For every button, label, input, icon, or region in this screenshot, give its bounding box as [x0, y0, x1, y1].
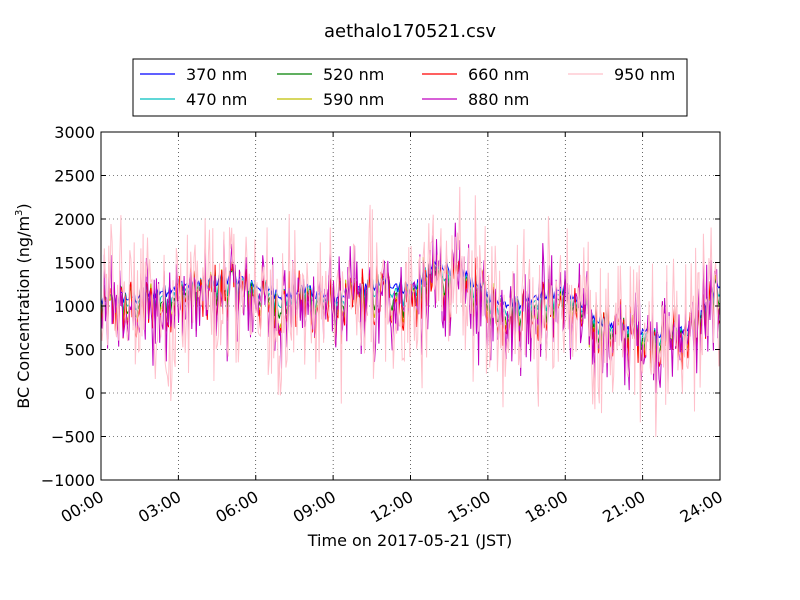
legend-label: 590 nm [323, 90, 384, 109]
legend-label: 660 nm [468, 65, 529, 84]
x-axis-label: Time on 2017-05-21 (JST) [307, 531, 512, 550]
series-lines [101, 186, 720, 438]
y-tick-label: −1000 [41, 471, 95, 490]
y-axis-label-tail: ) [14, 203, 33, 209]
legend-label: 470 nm [186, 90, 247, 109]
y-axis-label-superscript: 3 [14, 210, 25, 216]
legend-label: 370 nm [186, 65, 247, 84]
y-tick-label: 500 [64, 341, 95, 360]
chart-legend: 370 nm 470 nm 520 nm 590 nm 660 nm 880 nm 950 … [132, 58, 688, 117]
legend-label: 950 nm [614, 65, 675, 84]
y-tick-label: 1500 [54, 254, 95, 273]
legend-label: 520 nm [323, 65, 384, 84]
series-line [101, 186, 720, 438]
y-tick-label: 0 [85, 384, 95, 403]
chart-title: aethalo170521.csv [324, 21, 496, 42]
series-group [101, 186, 720, 438]
y-axis-label: BC Concentration (ng/m3) [14, 203, 33, 408]
y-axis-tick-labels: −1000 −500 0 500 1000 1500 2000 2500 3000 [41, 123, 95, 490]
legend-label: 880 nm [468, 90, 529, 109]
y-axis-label-main: BC Concentration (ng/m [14, 216, 33, 409]
y-tick-label: 1000 [54, 297, 95, 316]
y-tick-label: 3000 [54, 123, 95, 142]
y-tick-label: 2500 [54, 167, 95, 186]
y-tick-label: −500 [51, 428, 95, 447]
y-tick-label: 2000 [54, 210, 95, 229]
axis-ticks [100, 131, 721, 481]
